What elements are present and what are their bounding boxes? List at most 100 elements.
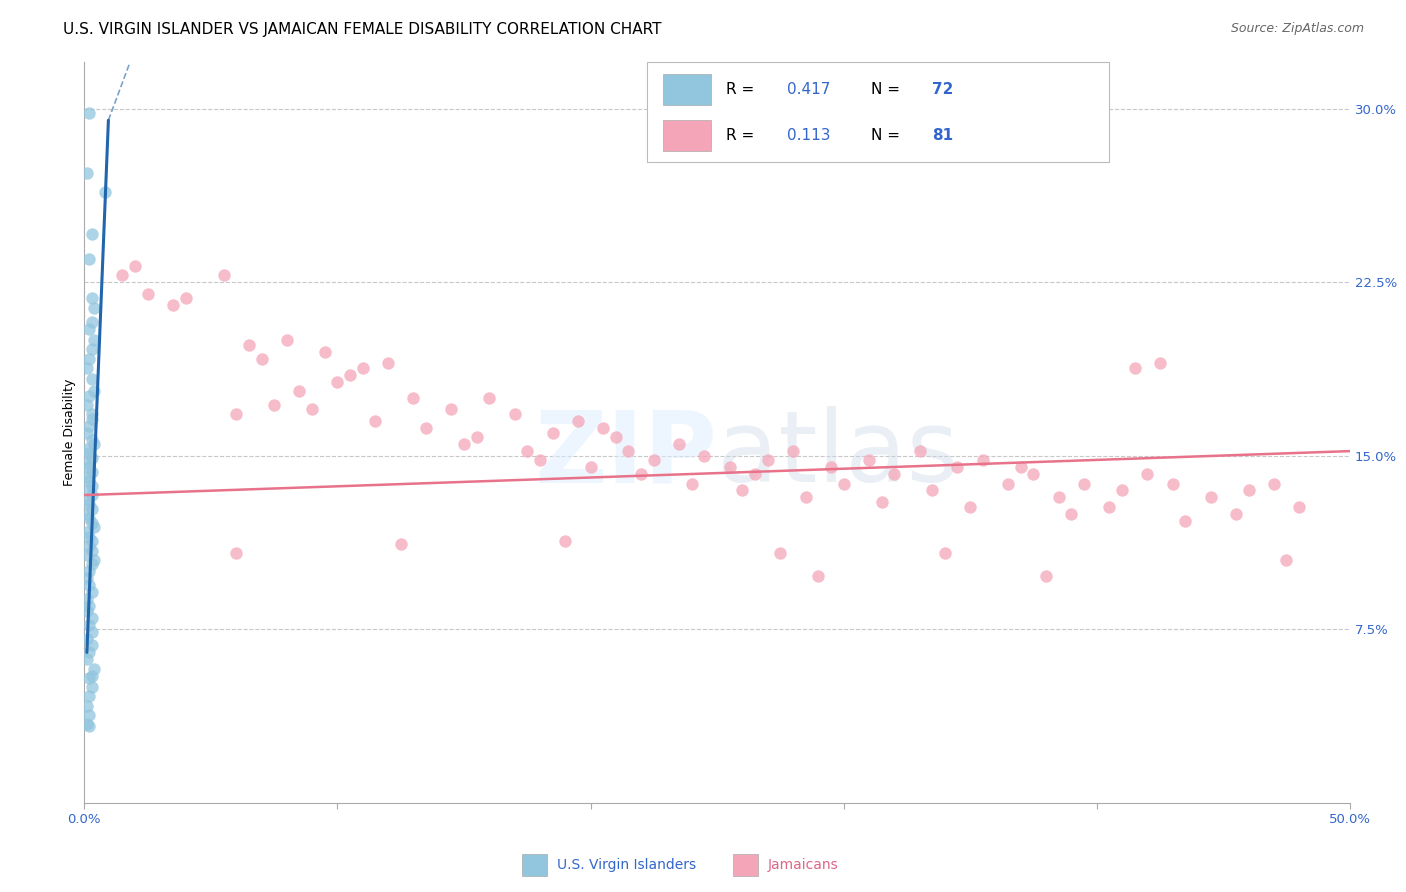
Point <box>389 536 412 550</box>
Point <box>76 469 98 483</box>
Point <box>605 430 627 444</box>
Point <box>93 185 115 199</box>
Point <box>80 624 103 639</box>
Point <box>79 530 101 544</box>
Text: R =: R = <box>725 128 759 144</box>
Text: ZIP: ZIP <box>534 407 717 503</box>
Point <box>693 449 716 463</box>
Point <box>250 351 273 366</box>
Point <box>76 442 98 456</box>
Point <box>79 389 101 403</box>
Point <box>79 565 101 579</box>
Point <box>79 106 101 120</box>
Point <box>83 333 105 347</box>
Point <box>80 407 103 421</box>
Point <box>263 398 285 412</box>
Point <box>79 321 101 335</box>
Point <box>225 546 247 560</box>
Point <box>1275 553 1298 567</box>
Point <box>76 571 98 585</box>
Point <box>79 511 101 525</box>
Point <box>80 292 103 306</box>
Point <box>807 569 830 583</box>
Point <box>83 553 105 567</box>
Point <box>76 717 98 731</box>
Point <box>756 453 779 467</box>
Point <box>630 467 652 482</box>
Point <box>1161 476 1184 491</box>
Point <box>80 411 103 425</box>
Point <box>567 414 589 428</box>
Point <box>870 495 893 509</box>
Point <box>80 516 103 530</box>
Text: atlas: atlas <box>717 407 959 503</box>
Point <box>832 476 855 491</box>
Point <box>79 690 101 704</box>
Point <box>79 671 101 685</box>
Point <box>883 467 905 482</box>
Point <box>79 539 101 553</box>
Point <box>959 500 981 514</box>
Point <box>76 360 98 375</box>
Point <box>76 652 98 666</box>
Point <box>288 384 311 398</box>
Point <box>946 460 969 475</box>
Point <box>718 460 741 475</box>
Point <box>643 453 665 467</box>
Point <box>79 599 101 614</box>
Point <box>1149 356 1171 370</box>
Point <box>80 585 103 599</box>
Point <box>79 252 101 266</box>
Point <box>592 421 614 435</box>
Text: Jamaicans: Jamaicans <box>768 858 838 872</box>
Point <box>76 398 98 412</box>
Point <box>79 617 101 632</box>
Point <box>377 356 399 370</box>
Point <box>326 375 349 389</box>
Point <box>80 610 103 624</box>
Point <box>80 343 103 357</box>
Point <box>80 433 103 447</box>
Point <box>554 534 576 549</box>
Point <box>79 446 101 460</box>
Point <box>1022 467 1045 482</box>
Point <box>79 351 101 366</box>
Point <box>83 384 105 398</box>
Point <box>352 360 374 375</box>
Point <box>769 546 792 560</box>
Point <box>1010 460 1032 475</box>
Point <box>80 465 103 479</box>
Point <box>76 507 98 521</box>
Point <box>80 227 103 241</box>
Point <box>339 368 361 382</box>
Point <box>465 430 488 444</box>
Point <box>541 425 564 440</box>
Point <box>1288 500 1310 514</box>
Point <box>794 491 817 505</box>
Bar <box>662 73 711 104</box>
Point <box>1098 500 1121 514</box>
Point <box>79 645 101 659</box>
Text: 72: 72 <box>932 81 953 96</box>
Point <box>83 662 105 676</box>
Point <box>136 286 159 301</box>
Point <box>124 259 146 273</box>
Point <box>174 292 197 306</box>
Point <box>80 502 103 516</box>
Point <box>1237 483 1260 498</box>
Point <box>76 548 98 562</box>
Point <box>782 444 804 458</box>
Point <box>79 497 101 511</box>
Point <box>80 639 103 653</box>
Point <box>301 402 323 417</box>
Point <box>83 520 105 534</box>
Point <box>478 391 501 405</box>
Point <box>79 719 101 733</box>
Point <box>1199 491 1222 505</box>
FancyBboxPatch shape <box>648 62 1109 162</box>
Point <box>111 268 134 283</box>
Point <box>83 301 105 315</box>
Point <box>516 444 538 458</box>
Point <box>76 698 98 713</box>
Text: U.S. VIRGIN ISLANDER VS JAMAICAN FEMALE DISABILITY CORRELATION CHART: U.S. VIRGIN ISLANDER VS JAMAICAN FEMALE … <box>63 22 662 37</box>
